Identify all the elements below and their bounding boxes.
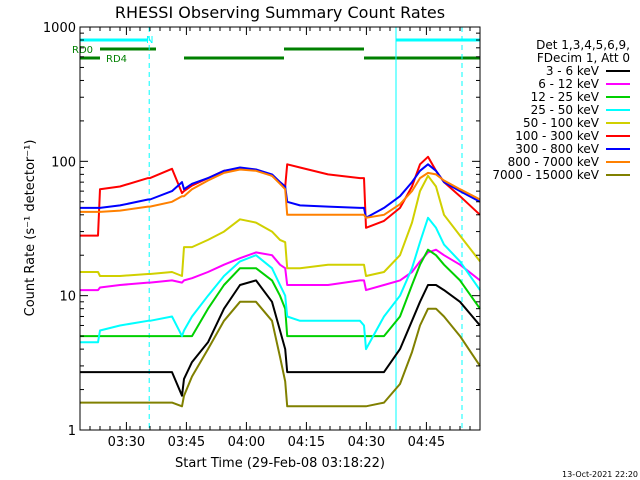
series-line (80, 248, 481, 338)
x-tick-label: 04:30 (348, 435, 385, 450)
plot-area (80, 27, 480, 430)
series-line (80, 279, 481, 397)
decimation-flag-label: RD4 (106, 54, 127, 65)
chart-title: RHESSI Observing Summary Count Rates (115, 3, 445, 22)
x-tick-label: 04:15 (288, 435, 325, 450)
x-tick-label: 03:45 (168, 435, 205, 450)
legend-header-line: FDecim 1, Att 0 (537, 51, 630, 65)
series-line (80, 163, 481, 219)
attenuator-flag-label: N (146, 35, 153, 46)
legend-entry-label: 800 - 7000 keV (508, 155, 600, 169)
series-layer (80, 155, 481, 408)
x-tick-label: 04:00 (228, 435, 265, 450)
series-line (80, 168, 481, 219)
x-tick-label: 04:45 (408, 435, 445, 450)
y-tick-label: 10 (59, 290, 76, 305)
flags-layer: N RD0 RD4 (72, 35, 480, 65)
series-line (80, 248, 481, 292)
series-line (80, 174, 481, 277)
axes-layer: 1 10 100 1000 03:30 03:45 04:00 04:15 04:30 04:45 (43, 21, 481, 450)
y-tick-label: 1 (68, 424, 76, 439)
plot-background (80, 27, 480, 430)
series-line (80, 300, 481, 408)
legend-header-line: Det 1,3,4,5,6,9, (536, 38, 630, 52)
series-line (80, 216, 481, 351)
y-axis-label: Count Rate (s⁻¹ detector⁻¹) (23, 140, 38, 317)
legend: Det 1,3,4,5,6,9,FDecim 1, Att 03 - 6 keV… (492, 38, 630, 182)
x-axis-label: Start Time (29-Feb-08 03:18:22) (175, 456, 385, 471)
legend-entry-label: 12 - 25 keV (531, 90, 600, 104)
x-tick-label: 03:30 (108, 435, 145, 450)
legend-entry-label: 300 - 800 keV (515, 142, 599, 156)
legend-entry-label: 7000 - 15000 keV (492, 168, 599, 182)
timestamp: 13-Oct-2021 22:20 (562, 470, 638, 479)
y-tick-label: 1000 (43, 21, 76, 36)
legend-entry-label: 6 - 12 keV (538, 77, 600, 91)
legend-entry-label: 100 - 300 keV (515, 129, 599, 143)
legend-entry-label: 25 - 50 keV (531, 103, 600, 117)
y-tick-label: 100 (51, 155, 76, 170)
legend-entry-label: 50 - 100 keV (523, 116, 600, 130)
legend-entry-label: 3 - 6 keV (546, 64, 600, 78)
decimation-flag-label: RD0 (72, 45, 93, 56)
